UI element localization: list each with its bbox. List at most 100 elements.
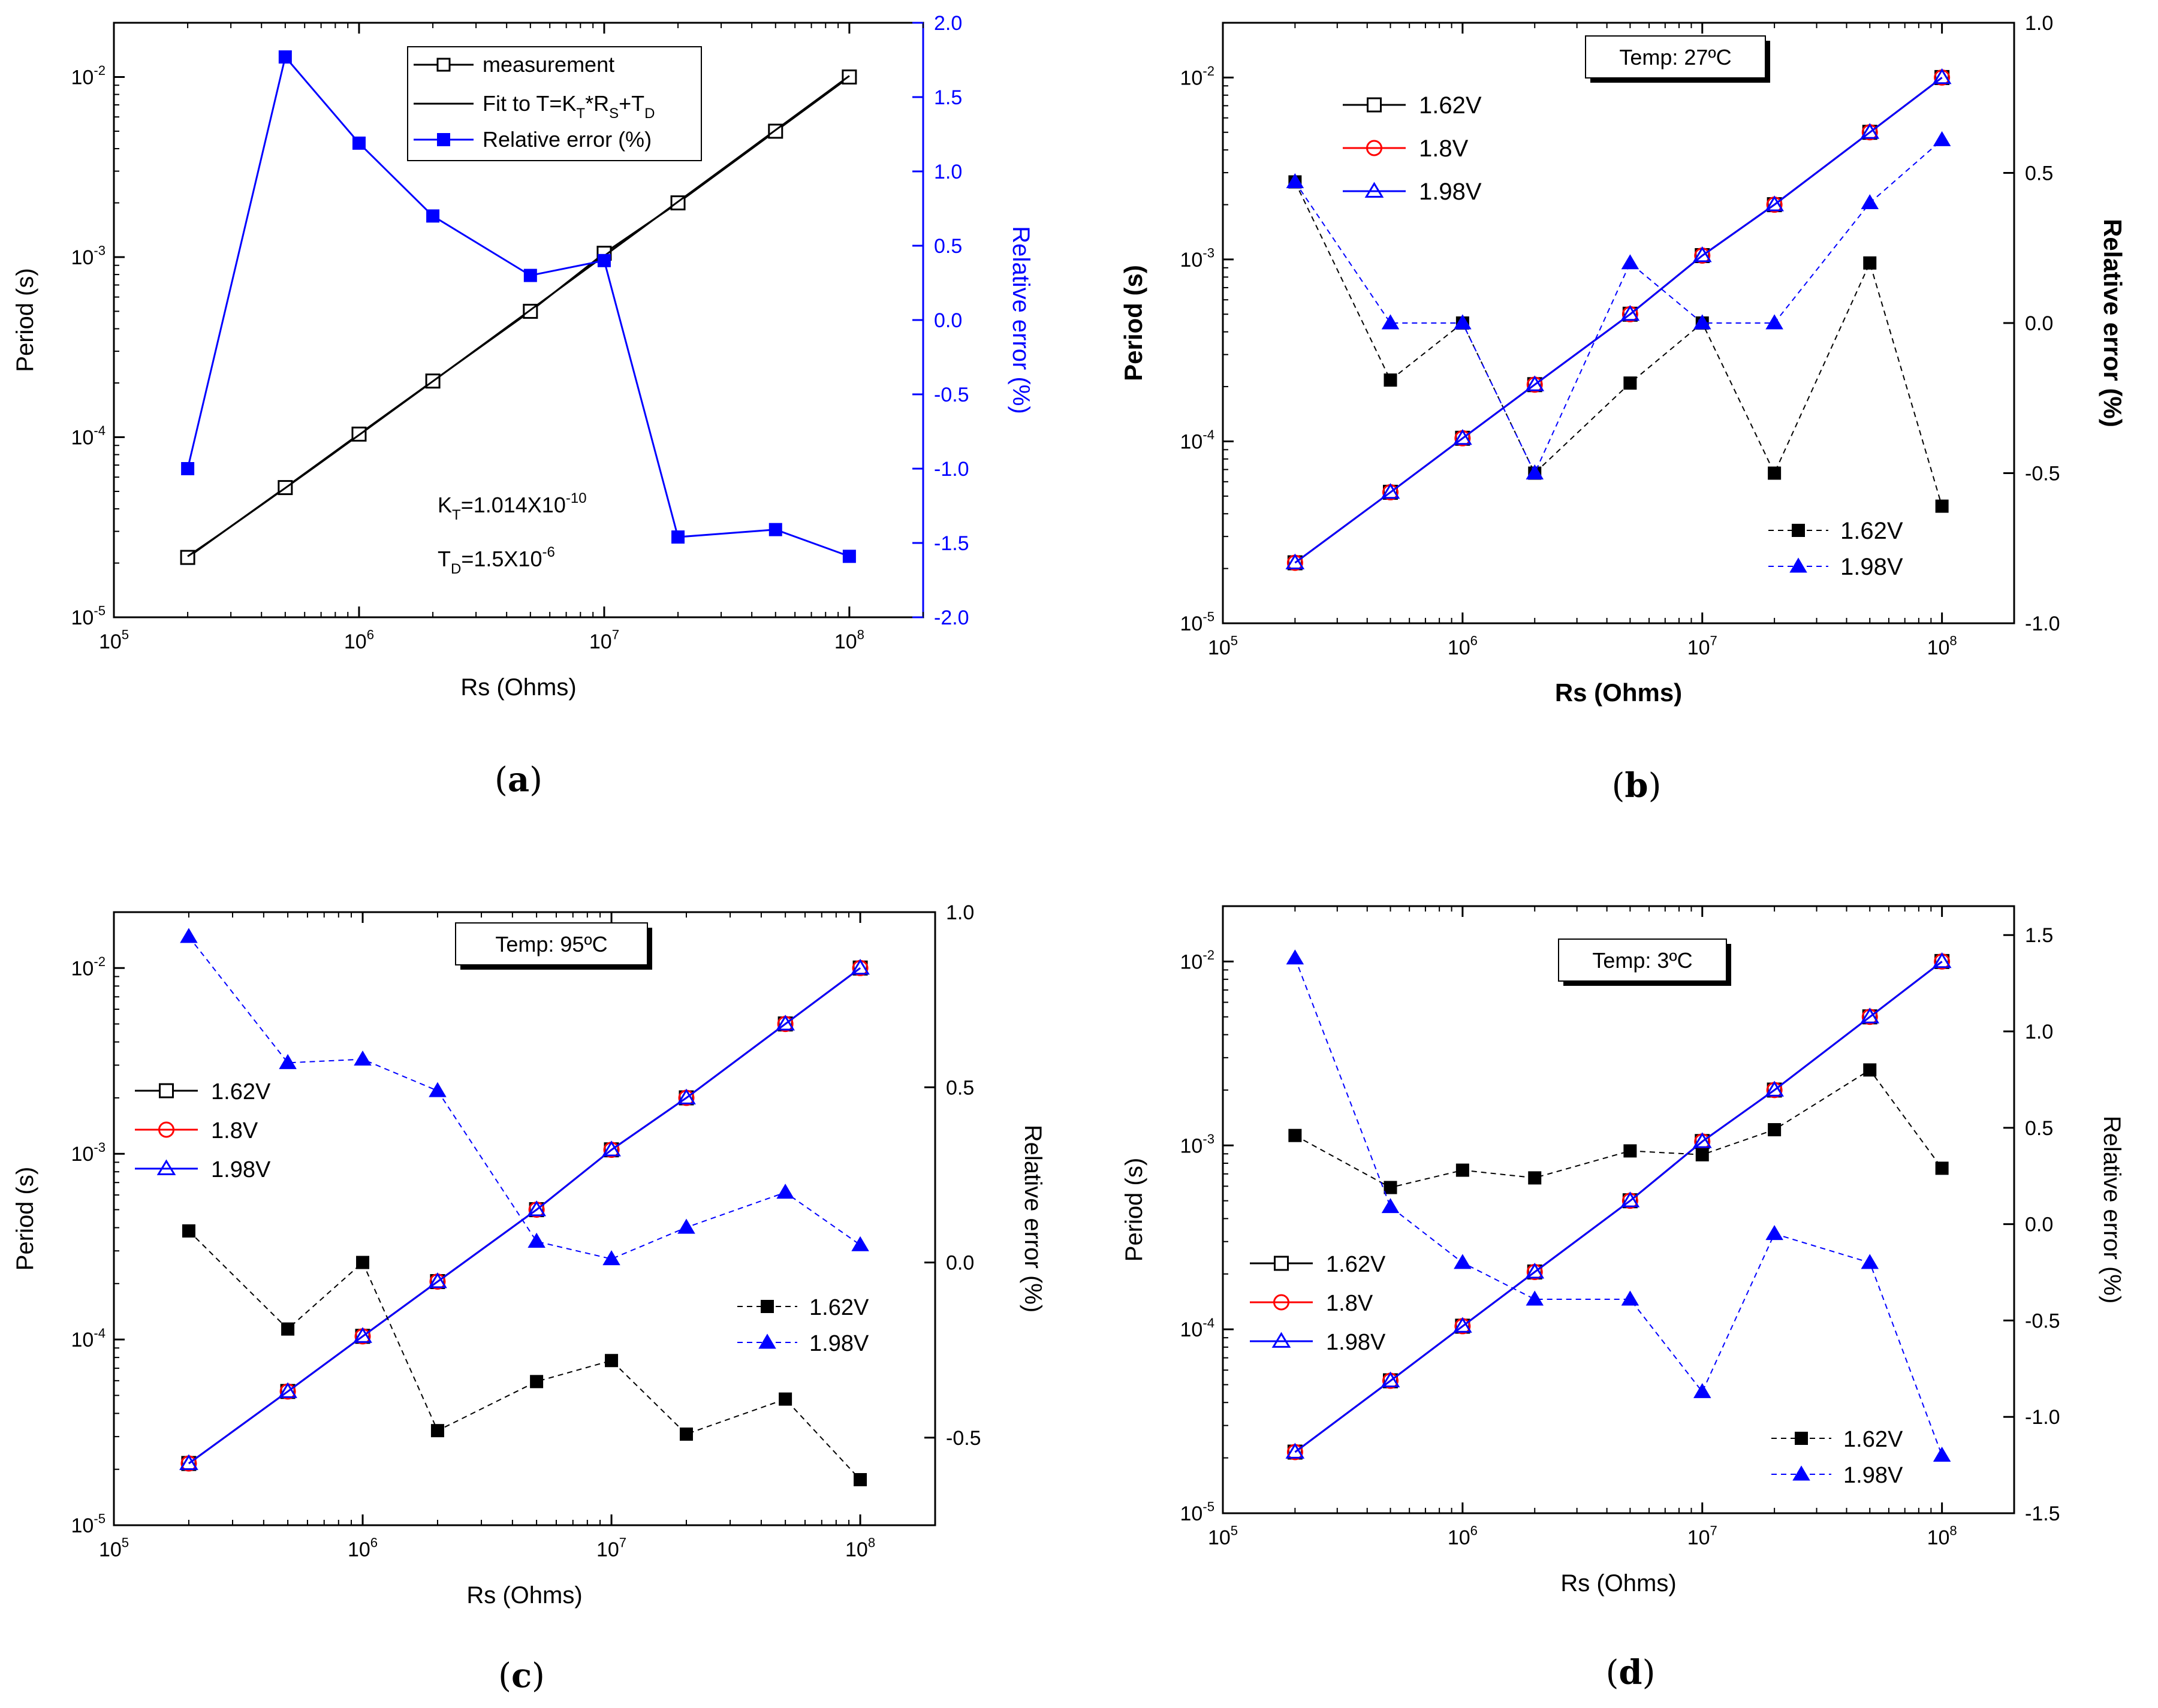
y-tick-label: 10-3 — [71, 1140, 106, 1166]
plot-frame — [1222, 905, 2015, 1514]
series-line — [188, 936, 861, 1260]
data-point — [523, 268, 537, 282]
panel-b: 105 106 107 10810-510-410-310-2-1.0-0.50.00… — [1119, 12, 2127, 805]
series-4 — [1286, 949, 1951, 1462]
x-tick-label: 108 — [1927, 633, 1957, 659]
data-point — [1933, 1446, 1951, 1462]
data-point — [352, 136, 366, 150]
data-point — [1692, 1132, 1712, 1148]
legend-sample-marker — [156, 1159, 176, 1175]
data-point — [278, 50, 292, 64]
x-tick-label: 105 — [99, 1535, 129, 1561]
data-point — [1454, 1254, 1472, 1269]
panel-letter-close: ) — [1648, 767, 1662, 805]
series-3 — [182, 1224, 867, 1487]
data-point — [851, 1236, 869, 1251]
y-tick-label-exp: -3 — [1202, 246, 1214, 261]
y-tick-label-exp: -5 — [94, 603, 106, 618]
x-tick-label-base: 10 — [1208, 636, 1231, 659]
data-point — [428, 1272, 447, 1288]
x-tick-label-exp: 7 — [1710, 633, 1717, 648]
legend-label: 1.62V — [809, 1295, 869, 1320]
x-tick-label-base: 10 — [589, 630, 612, 653]
td-part: T — [438, 547, 451, 571]
kt-part: K — [438, 493, 452, 517]
data-point — [1861, 1254, 1879, 1269]
temp-label-box: Temp: 95ºC — [455, 922, 652, 970]
legend-label: 1.62V — [1326, 1252, 1386, 1277]
data-point — [602, 1140, 621, 1157]
x-tick-label: 108 — [845, 1535, 875, 1561]
y-tick-label-base: 10 — [71, 1329, 94, 1351]
legend-sample-marker — [159, 1083, 174, 1099]
series-4 — [1286, 131, 1951, 479]
y2-tick-label: 0.0 — [2025, 312, 2053, 335]
y2-tick-label: -0.5 — [2025, 463, 2060, 485]
x-tick-label: 108 — [1927, 1523, 1957, 1549]
data-point — [1453, 428, 1472, 445]
y2-tick-label: -1.0 — [934, 458, 969, 481]
panel-letter-open: ( — [495, 761, 508, 799]
data-point — [1455, 1163, 1469, 1177]
series-line — [1294, 77, 1943, 564]
y2-tick-label: 0.5 — [2025, 162, 2053, 185]
legend-label: 1.8V — [1326, 1291, 1373, 1316]
data-point — [1765, 195, 1784, 212]
data-point — [677, 1218, 695, 1234]
legend-sample-marker — [758, 1333, 776, 1349]
legend-sample-marker — [436, 58, 451, 72]
data-point — [677, 1088, 696, 1105]
series-2 — [181, 50, 856, 563]
x-axis-label: Rs (Ohms) — [466, 1582, 582, 1609]
data-point — [530, 1375, 544, 1389]
y-tick-label: 10-2 — [71, 954, 106, 980]
legend-sample-marker — [1792, 524, 1805, 537]
panel-letter-close: ) — [529, 761, 542, 799]
legend-label: 1.62V — [211, 1079, 271, 1105]
data-point — [1384, 373, 1397, 387]
legend-error: 1.62V 1.98V — [1771, 1427, 1903, 1488]
y-tick-label-base: 10 — [71, 66, 94, 89]
y-tick-label: 10-4 — [1180, 1315, 1214, 1341]
legend-label: 1.8V — [211, 1118, 258, 1143]
data-point — [779, 1392, 792, 1406]
data-point — [1768, 466, 1782, 480]
y-axis-ticks: 10-510-410-310-2 — [71, 22, 125, 629]
data-point — [602, 1250, 620, 1266]
legend-label: Relative error (%) — [483, 127, 652, 152]
legend-label: Fit to T=KT*RS+TD — [483, 91, 655, 122]
data-point — [1765, 314, 1783, 330]
y-tick-label-exp: -5 — [1202, 609, 1214, 624]
x-tick-label-base: 10 — [1687, 636, 1710, 659]
x-tick-label-exp: 7 — [1710, 1523, 1717, 1538]
y-tick-label-base: 10 — [1180, 430, 1203, 453]
x-tick-label-exp: 8 — [1949, 1523, 1957, 1538]
panel-letter-close: ) — [1642, 1653, 1656, 1692]
y-tick-label-exp: -4 — [1202, 427, 1214, 442]
x-tick-label-exp: 5 — [1231, 633, 1238, 648]
x-tick-label: 107 — [1687, 1523, 1717, 1549]
y-tick-label-base: 10 — [71, 957, 94, 980]
data-point — [1623, 1144, 1637, 1158]
y-tick-label-exp: -2 — [94, 63, 106, 78]
y-tick-label-base: 10 — [1180, 249, 1203, 271]
x-tick-label-exp: 8 — [857, 627, 864, 642]
legend-label-part: T — [576, 105, 585, 122]
legend: 1.62V 1.8V 1.98V — [1250, 1252, 1386, 1355]
y-tick-label-exp: -4 — [94, 423, 106, 438]
series-1 — [187, 75, 850, 557]
y-axis-ticks: 10-510-410-310-2 — [71, 912, 125, 1537]
legend-label-part: Fit to T=K — [483, 91, 576, 116]
data-point — [1935, 1161, 1949, 1175]
data-point — [1288, 1128, 1302, 1142]
y-tick-label-base: 10 — [1180, 1134, 1203, 1157]
panel-letter-text: b — [1624, 766, 1648, 805]
y2-tick-label: -0.5 — [946, 1427, 981, 1450]
y2-tick-label: 1.0 — [2025, 12, 2053, 35]
legend-label: measurement — [483, 52, 614, 77]
y-tick-label-base: 10 — [71, 1143, 94, 1166]
data-point — [1695, 1148, 1709, 1161]
legend-label: 1.8V — [1419, 135, 1469, 162]
y2-tick-label: -1.0 — [2025, 612, 2060, 635]
data-point — [1860, 123, 1880, 139]
